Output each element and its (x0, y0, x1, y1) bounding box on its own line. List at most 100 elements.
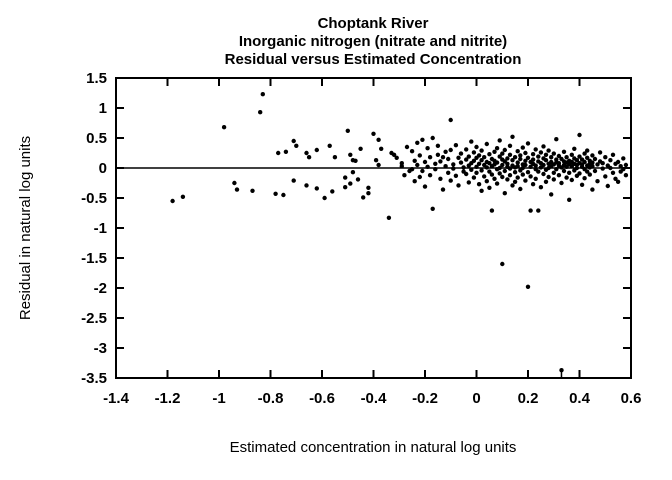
data-point (502, 147, 507, 153)
data-point (518, 153, 523, 158)
data-point (582, 151, 587, 156)
data-point (515, 164, 520, 169)
data-point (595, 179, 600, 184)
data-point (556, 153, 562, 159)
data-point (474, 144, 479, 150)
data-point (582, 176, 587, 181)
data-point (577, 132, 582, 138)
data-point (569, 177, 574, 183)
data-point (543, 152, 549, 157)
data-point (577, 171, 582, 176)
data-point (350, 170, 356, 175)
data-point (399, 164, 404, 169)
y-tick-label: -1 (94, 220, 107, 237)
data-point (551, 151, 556, 156)
data-point (430, 206, 435, 211)
data-point (471, 175, 477, 180)
data-point (500, 151, 505, 156)
data-point (487, 161, 492, 166)
data-point (530, 157, 536, 162)
data-point (273, 191, 278, 196)
data-point (512, 179, 518, 184)
y-tick-label: 1.5 (86, 70, 107, 87)
data-point (494, 146, 500, 151)
data-point (443, 149, 448, 154)
x-tick-label: -1.4 (103, 390, 130, 407)
data-point (348, 152, 353, 157)
data-point (291, 138, 296, 144)
x-tick-label: 0.6 (621, 390, 642, 407)
data-point (523, 158, 528, 163)
chart-title-line-2: Inorganic nitrogen (nitrate and nitrite) (239, 33, 507, 50)
data-point (448, 178, 453, 183)
data-point (366, 185, 371, 190)
data-point (476, 153, 482, 158)
data-point (605, 183, 610, 189)
data-point (585, 169, 590, 174)
data-point (546, 148, 551, 153)
data-point (559, 180, 564, 186)
y-tick-label: -3 (94, 340, 107, 357)
y-tick-labels: 1.5 1 0.5 0 -0.5 -1 -1.5 -2 -2.5 -3 -3.5 (81, 70, 107, 387)
data-point (435, 143, 441, 148)
data-point (250, 188, 255, 193)
data-point (314, 147, 319, 153)
data-point (500, 261, 505, 267)
data-point (170, 198, 175, 204)
data-point (471, 158, 477, 163)
data-point (567, 170, 572, 175)
data-point (361, 195, 366, 200)
y-tick-label: -3.5 (81, 370, 107, 387)
data-point (458, 160, 464, 165)
data-point (577, 154, 582, 159)
data-point (492, 176, 497, 181)
chart-title-line-3: Residual versus Estimated Concentration (225, 51, 522, 68)
data-point (482, 174, 487, 179)
y-tick-label: -1.5 (81, 250, 107, 267)
data-point (518, 156, 523, 162)
data-point (234, 187, 240, 192)
data-point (525, 284, 531, 289)
data-point (523, 178, 528, 183)
data-point (525, 170, 531, 175)
data-point (518, 186, 523, 192)
data-point (590, 164, 595, 169)
plot-border (115, 77, 632, 379)
data-point (358, 146, 363, 151)
data-point (348, 181, 353, 186)
data-point (417, 174, 422, 180)
data-point (579, 182, 585, 187)
data-point (487, 185, 492, 190)
x-tick-label: -0.2 (412, 390, 438, 407)
data-point (353, 158, 358, 163)
data-point (294, 143, 299, 148)
axis-ticks (115, 77, 632, 379)
data-point (458, 151, 464, 156)
data-point (448, 147, 453, 153)
data-point (394, 155, 399, 160)
x-axis-label: Estimated concentration in natural log u… (230, 439, 517, 456)
data-point (510, 183, 515, 188)
data-point (582, 159, 587, 165)
data-point (515, 149, 520, 154)
data-point (497, 138, 502, 143)
data-point (489, 172, 495, 177)
data-point (494, 181, 500, 186)
y-tick-label: -2 (94, 280, 107, 297)
data-point (530, 152, 536, 157)
data-point (355, 177, 361, 182)
data-point (314, 186, 319, 191)
x-tick-label: 0.4 (569, 390, 591, 407)
data-point (427, 173, 433, 178)
data-point (572, 146, 577, 151)
data-point (484, 141, 489, 147)
data-point (618, 164, 623, 169)
data-point (466, 180, 471, 185)
data-point (487, 169, 492, 174)
data-point (304, 183, 309, 188)
data-point (420, 168, 425, 174)
data-point (409, 149, 415, 154)
data-point (515, 175, 520, 180)
